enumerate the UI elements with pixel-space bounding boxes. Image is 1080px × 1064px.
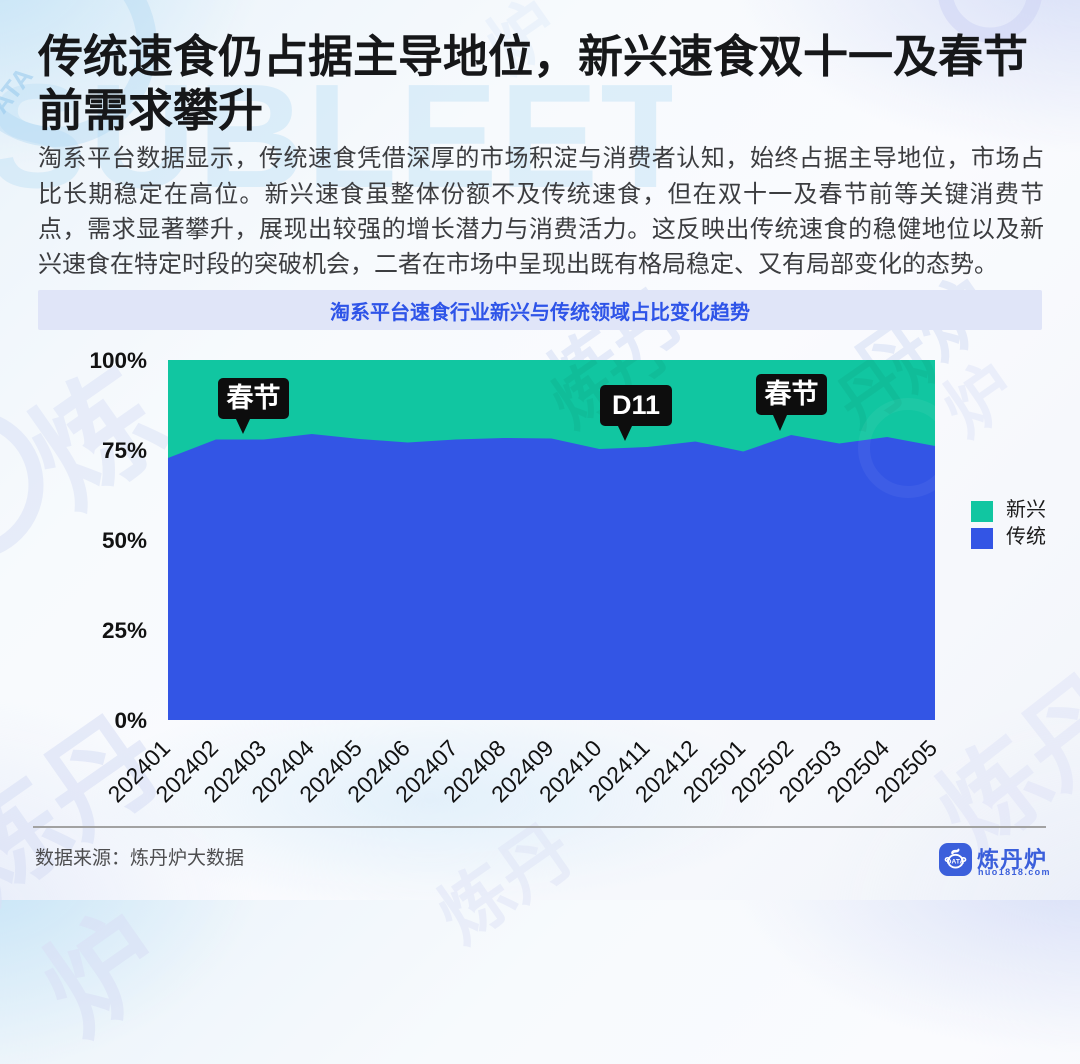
svg-text:DATA: DATA <box>947 859 965 866</box>
